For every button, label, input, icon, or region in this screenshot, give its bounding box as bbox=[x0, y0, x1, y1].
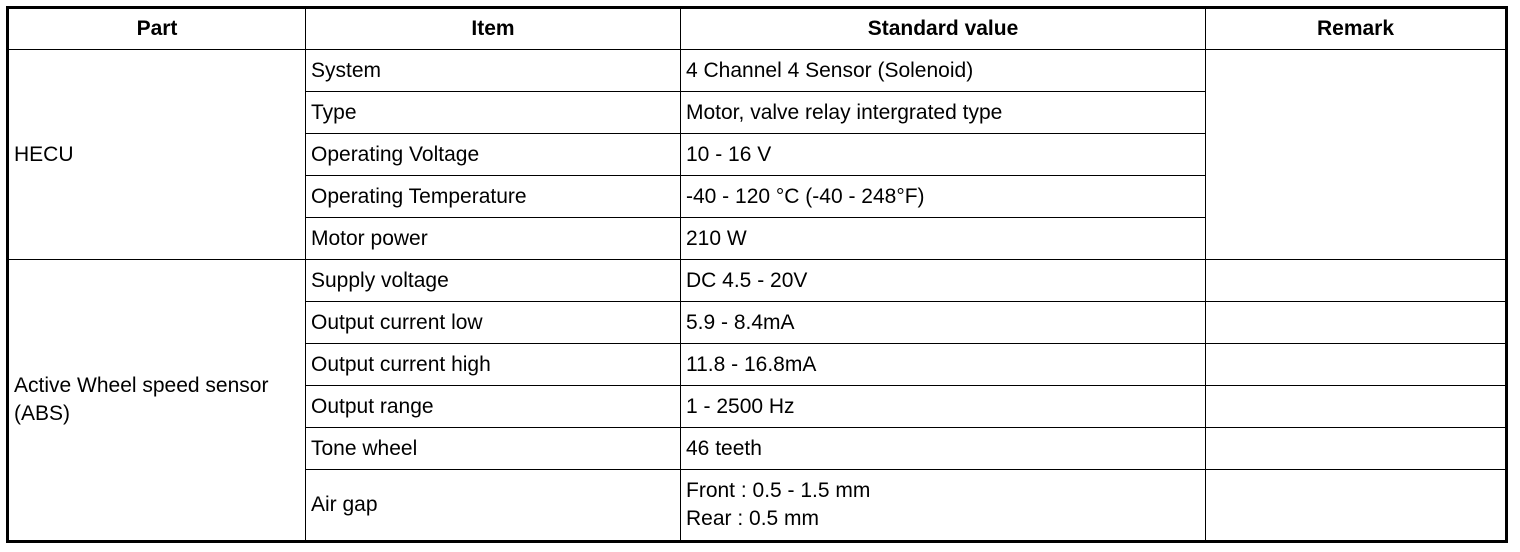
remark-cell bbox=[1205, 343, 1507, 386]
item-cell: Motor power bbox=[305, 217, 681, 260]
header-row: Part Item Standard value Remark bbox=[7, 7, 1507, 50]
item-cell: Output current high bbox=[305, 343, 681, 386]
value-cell: 4 Channel 4 Sensor (Solenoid) bbox=[680, 49, 1206, 92]
row: Air gap Front : 0.5 - 1.5 mm Rear : 0.5 mm bbox=[8, 469, 1507, 542]
value-cell: 11.8 - 16.8mA bbox=[680, 343, 1206, 386]
value-cell: 210 W bbox=[680, 217, 1206, 260]
value-cell: DC 4.5 - 20V bbox=[680, 259, 1206, 302]
item-cell: Output range bbox=[305, 385, 681, 428]
value-cell: 1 - 2500 Hz bbox=[680, 385, 1206, 428]
remark-cell bbox=[1205, 427, 1507, 470]
item-cell: Type bbox=[305, 91, 681, 134]
item-cell: System bbox=[305, 49, 681, 92]
header-cell: Item bbox=[305, 7, 681, 50]
row: Output current low 5.9 - 8.4mA bbox=[8, 301, 1507, 344]
part-cell: HECU bbox=[7, 49, 306, 260]
spec-table: Part Item Standard value Remark HECU System 4… bbox=[6, 6, 1508, 543]
row: Tone wheel 46 teeth bbox=[8, 427, 1507, 470]
value-cell: 10 - 16 V bbox=[680, 133, 1206, 176]
row: Type Motor, valve relay intergrated type bbox=[8, 91, 1507, 134]
row: Active Wheel speed sensor (ABS) Supply vo… bbox=[7, 259, 1507, 542]
remark-cell bbox=[1205, 301, 1507, 344]
remark-cell bbox=[1205, 469, 1507, 542]
value-cell: 5.9 - 8.4mA bbox=[680, 301, 1206, 344]
item-cell: Operating Voltage bbox=[305, 133, 681, 176]
remark-cell bbox=[1205, 49, 1507, 260]
row: Motor power 210 W bbox=[8, 217, 1507, 260]
remark-cell bbox=[1205, 259, 1507, 302]
item-cell: Tone wheel bbox=[305, 427, 681, 470]
row: Operating Voltage 10 - 16 V bbox=[8, 133, 1507, 176]
value-cell: 46 teeth bbox=[680, 427, 1206, 470]
header-cell: Standard value bbox=[680, 7, 1206, 50]
header-cell: Remark bbox=[1205, 7, 1507, 50]
header-cell: Part bbox=[7, 7, 306, 50]
value-line: Rear : 0.5 mm bbox=[686, 507, 820, 530]
row: Operating Temperature -40 - 120 °C (-40 -… bbox=[8, 175, 1507, 218]
part-cell: Active Wheel speed sensor (ABS) bbox=[7, 259, 306, 542]
row: Output current high 11.8 - 16.8mA bbox=[8, 343, 1507, 386]
remark-cell bbox=[1205, 385, 1507, 428]
row: HECU System 4 Channel 4 Sensor (Solenoid) bbox=[7, 49, 1507, 260]
value-cell: -40 - 120 °C (-40 - 248°F) bbox=[680, 175, 1206, 218]
item-cell: Operating Temperature bbox=[305, 175, 681, 218]
item-cell: Supply voltage bbox=[305, 259, 681, 302]
value-cell: Front : 0.5 - 1.5 mm Rear : 0.5 mm bbox=[680, 469, 1206, 542]
item-cell: Air gap bbox=[305, 469, 681, 542]
item-cell: Output current low bbox=[305, 301, 681, 344]
table-body: HECU System 4 Channel 4 Sensor (Solenoid) T… bbox=[7, 49, 1507, 542]
value-cell: Motor, valve relay intergrated type bbox=[680, 91, 1206, 134]
value-line: Front : 0.5 - 1.5 mm bbox=[686, 479, 871, 502]
